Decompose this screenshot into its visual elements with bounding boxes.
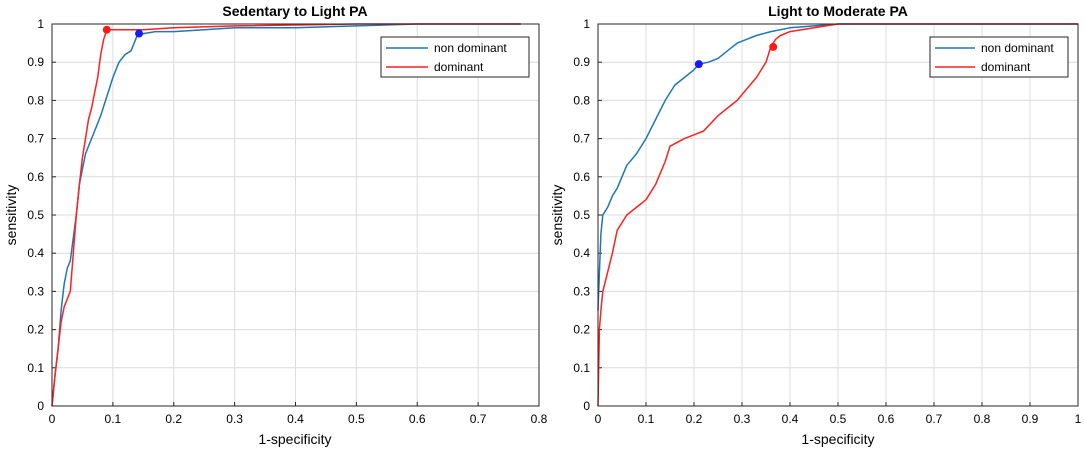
operating-point-non-dominant bbox=[694, 60, 703, 69]
x-tick-label: 0.6 bbox=[409, 412, 426, 426]
y-tick-label: 0.8 bbox=[27, 93, 44, 107]
y-tick-label: 0.9 bbox=[27, 55, 44, 69]
operating-point-non-dominant bbox=[135, 29, 144, 38]
y-tick-label: 0.4 bbox=[573, 246, 590, 260]
x-axis-label: 1-specificity bbox=[801, 431, 874, 447]
y-tick-label: 0.1 bbox=[573, 361, 590, 375]
roc-panel-light-to-moderate: 0 0.1 0.2 0.3 0.4 0.5 0.6 0.7 0.8 0.9 1 0 0.1 0.2 0.3… bbox=[549, 3, 1082, 447]
x-tick-label: 0.8 bbox=[531, 412, 548, 426]
legend: non dominant dominant bbox=[380, 36, 530, 78]
x-tick-label: 0.7 bbox=[926, 412, 943, 426]
x-tick-label: 0.6 bbox=[878, 412, 895, 426]
series-line-non-dominant bbox=[51, 23, 521, 407]
y-tick-label: 0.6 bbox=[573, 170, 590, 184]
legend: non dominant dominant bbox=[929, 36, 1069, 78]
y-axis-label: sensitivity bbox=[549, 185, 565, 246]
y-tick-label: 0.6 bbox=[27, 170, 44, 184]
x-tick-label: 0.2 bbox=[165, 412, 182, 426]
legend-label-dominant: dominant bbox=[981, 60, 1031, 74]
x-tick-label: 0.3 bbox=[226, 412, 243, 426]
operating-point-dominant bbox=[102, 25, 111, 34]
plot-frame bbox=[597, 23, 1079, 407]
series-line-dominant bbox=[597, 23, 1078, 407]
y-tick-label: 0.2 bbox=[27, 323, 44, 337]
x-tick-label: 0.2 bbox=[686, 412, 703, 426]
x-tick-label: 0.4 bbox=[782, 412, 799, 426]
x-tick-label: 0 bbox=[49, 412, 56, 426]
x-tick-labels: 0 0.1 0.2 0.3 0.4 0.5 0.6 0.7 0.8 bbox=[49, 412, 548, 426]
legend-box bbox=[929, 36, 1069, 78]
legend-label-dominant: dominant bbox=[434, 60, 484, 74]
x-tick-label: 0.5 bbox=[348, 412, 365, 426]
y-tick-label: 0.5 bbox=[27, 208, 44, 222]
chart-title: Sedentary to Light PA bbox=[222, 3, 367, 19]
y-tick-label: 0.2 bbox=[573, 323, 590, 337]
y-tick-labels: 0 0.1 0.2 0.3 0.4 0.5 0.6 0.7 0.8 0.9 1 bbox=[573, 17, 590, 413]
y-tick-label: 0.9 bbox=[573, 55, 590, 69]
y-tick-label: 0.1 bbox=[27, 361, 44, 375]
series-lines bbox=[51, 23, 521, 407]
series-line-dominant bbox=[51, 23, 521, 407]
y-tick-label: 0.3 bbox=[27, 284, 44, 298]
x-tick-label: 0.8 bbox=[974, 412, 991, 426]
x-tick-label: 0.7 bbox=[470, 412, 487, 426]
y-tick-label: 0.7 bbox=[573, 132, 590, 146]
x-tick-label: 0 bbox=[595, 412, 602, 426]
y-tick-label: 0.3 bbox=[573, 284, 590, 298]
y-tick-label: 0 bbox=[583, 399, 590, 413]
y-axis-label: sensitivity bbox=[3, 185, 19, 246]
chart-title: Light to Moderate PA bbox=[768, 3, 908, 19]
x-tick-label: 0.1 bbox=[638, 412, 655, 426]
y-tick-label: 1 bbox=[37, 17, 44, 31]
operating-point-dominant bbox=[769, 42, 778, 51]
roc-panel-sedentary-to-light: 0 0.1 0.2 0.3 0.4 0.5 0.6 0.7 0.8 00.10.20.30.40… bbox=[3, 3, 548, 447]
y-tick-label: 0.8 bbox=[573, 93, 590, 107]
y-tick-labels: 0 0.1 0.2 0.3 0.4 0.5 0.6 0.7 0.8 0.9 1 bbox=[27, 17, 44, 413]
x-tick-labels: 0 0.1 0.2 0.3 0.4 0.5 0.6 0.7 0.8 0.9 1 bbox=[595, 412, 1082, 426]
legend-label-non-dominant: non dominant bbox=[981, 41, 1054, 55]
y-tick-label: 0.4 bbox=[27, 246, 44, 260]
x-tick-label: 0.4 bbox=[287, 412, 304, 426]
legend-box bbox=[380, 36, 530, 78]
y-tick-label: 0.5 bbox=[573, 208, 590, 222]
x-tick-label: 0.9 bbox=[1022, 412, 1039, 426]
series-markers bbox=[694, 42, 778, 69]
series-lines bbox=[597, 23, 1078, 407]
x-tick-label: 1 bbox=[1075, 412, 1082, 426]
series-markers bbox=[102, 25, 144, 38]
plot-frame bbox=[51, 23, 540, 407]
x-axis-label: 1-specificity bbox=[258, 431, 331, 447]
x-tick-label: 0.3 bbox=[734, 412, 751, 426]
y-tick-label: 0 bbox=[37, 399, 44, 413]
x-tick-label: 0.1 bbox=[105, 412, 122, 426]
legend-label-non-dominant: non dominant bbox=[434, 41, 507, 55]
series-line-non-dominant bbox=[597, 23, 1078, 311]
y-tick-label: 1 bbox=[583, 17, 590, 31]
y-tick-label: 0.7 bbox=[27, 132, 44, 146]
x-tick-label: 0.5 bbox=[830, 412, 847, 426]
